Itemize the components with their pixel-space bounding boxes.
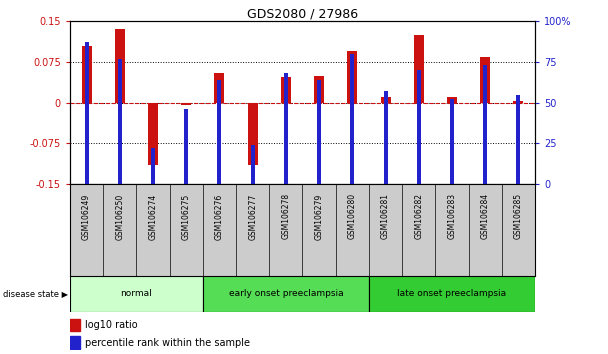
Text: disease state ▶: disease state ▶ [3, 289, 68, 298]
Bar [350, 54, 354, 184]
Bar [70, 319, 80, 331]
Bar [381, 97, 390, 103]
Bar [447, 97, 457, 103]
Text: percentile rank within the sample: percentile rank within the sample [85, 338, 250, 348]
Bar [148, 103, 158, 165]
Bar [480, 57, 490, 103]
Text: GSM106280: GSM106280 [348, 193, 357, 239]
Text: GSM106274: GSM106274 [148, 193, 157, 240]
Text: early onset preeclampsia: early onset preeclampsia [229, 289, 343, 298]
Text: GSM106277: GSM106277 [248, 193, 257, 240]
Title: GDS2080 / 27986: GDS2080 / 27986 [247, 7, 358, 20]
Text: GSM106282: GSM106282 [414, 193, 423, 239]
Text: normal: normal [120, 289, 152, 298]
Text: GSM106281: GSM106281 [381, 193, 390, 239]
Text: GSM106285: GSM106285 [514, 193, 523, 239]
Text: GSM106284: GSM106284 [481, 193, 489, 239]
Bar [284, 73, 288, 184]
Bar [250, 145, 255, 184]
Bar [414, 35, 424, 103]
Bar [347, 51, 358, 103]
Bar [369, 276, 535, 312]
Bar [115, 29, 125, 103]
Text: log10 ratio: log10 ratio [85, 320, 137, 330]
Bar [151, 148, 155, 184]
Bar [317, 80, 321, 184]
Bar [184, 109, 188, 184]
Text: GSM106249: GSM106249 [82, 193, 91, 240]
Bar [516, 95, 520, 184]
Text: GSM106275: GSM106275 [182, 193, 191, 240]
Bar [81, 46, 92, 103]
Bar [203, 276, 369, 312]
Bar [85, 42, 89, 184]
Text: GSM106283: GSM106283 [447, 193, 457, 239]
Bar [483, 65, 487, 184]
Bar [314, 75, 324, 103]
Bar [450, 99, 454, 184]
Bar [218, 80, 221, 184]
Bar [70, 276, 203, 312]
Text: GSM106278: GSM106278 [282, 193, 291, 239]
Text: GSM106279: GSM106279 [314, 193, 323, 240]
Bar [215, 73, 224, 103]
Bar [513, 101, 523, 103]
Text: late onset preeclampsia: late onset preeclampsia [398, 289, 506, 298]
Bar [384, 91, 387, 184]
Bar [70, 336, 80, 349]
Bar [416, 70, 421, 184]
Bar [181, 103, 191, 105]
Text: GSM106250: GSM106250 [116, 193, 124, 240]
Bar [118, 59, 122, 184]
Bar [281, 76, 291, 103]
Bar [247, 103, 258, 165]
Text: GSM106276: GSM106276 [215, 193, 224, 240]
